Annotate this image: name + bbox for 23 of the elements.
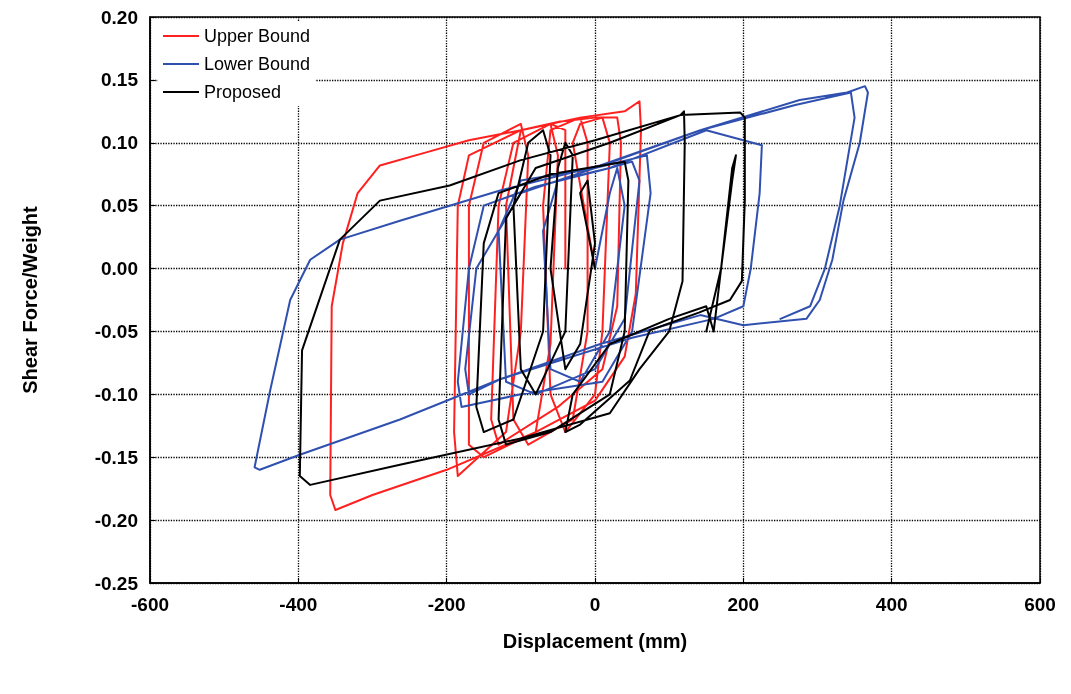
y-tick-label: 0.15 [101,69,139,91]
y-tick-label: -0.25 [94,572,139,594]
legend-label: Upper Bound [204,26,311,46]
y-tick-label: -0.05 [94,320,139,342]
x-tick-label: -600 [130,594,170,615]
y-tick-label: -0.10 [94,383,138,405]
x-tick-label: 200 [727,594,760,615]
line-series [329,100,642,512]
y-tick-label: 0.10 [101,132,138,154]
y-axis-title: Shear Force/Weight [19,205,41,394]
x-tick-label: -200 [427,594,466,615]
x-tick-label: 0 [589,594,601,615]
y-tick-label: -0.15 [94,446,139,468]
y-tick-label: 0.20 [101,6,138,28]
x-tick-label: 600 [1024,594,1056,615]
x-axis-title: Displacement (mm) [502,630,688,652]
legend-label: Lower Bound [204,54,311,74]
y-tick-label: -0.20 [94,509,138,531]
x-tick-label: -400 [279,594,318,615]
legend-label: Proposed [204,82,282,102]
y-tick-label: 0.00 [101,258,138,280]
y-tick-label: 0.05 [101,195,139,217]
x-tick-label: 400 [875,594,908,615]
